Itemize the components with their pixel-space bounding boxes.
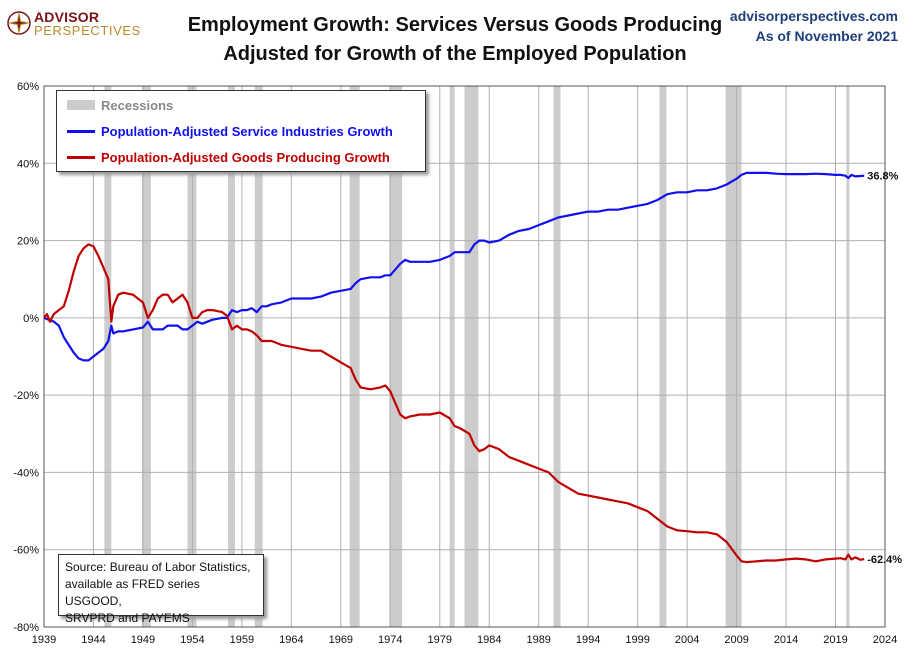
x-tick-label: 1989: [526, 634, 550, 646]
recession-band: [659, 86, 667, 627]
x-tick-label: 1999: [625, 634, 649, 646]
x-tick-label: 1954: [180, 634, 204, 646]
x-tick-label: 2004: [675, 634, 699, 646]
series-end-label: -62.4%: [867, 554, 902, 566]
chart-title: Employment Growth: Services Versus Goods…: [187, 14, 723, 36]
y-tick-label: -20%: [13, 390, 39, 402]
recession-band: [349, 86, 360, 627]
legend-label-goods: Population-Adjusted Goods Producing Grow…: [101, 149, 390, 165]
y-tick-label: -40%: [13, 467, 39, 479]
site-credit: advisorperspectives.com As of November 2…: [730, 6, 898, 46]
chart-subtitle: Adjusted for Growth of the Employed Popu…: [223, 43, 687, 65]
source-line-2: available as FRED series USGOOD,: [65, 577, 200, 608]
series-lines: [43, 171, 865, 564]
end-labels: 36.8% -62.4%: [867, 171, 902, 566]
compass-rose-icon: [7, 11, 31, 35]
recession-band: [141, 86, 151, 627]
x-tick-label: 1979: [428, 634, 452, 646]
service-line-swatch: [67, 129, 95, 133]
x-tick-label: 1939: [32, 634, 56, 646]
legend-label-service: Population-Adjusted Service Industries G…: [101, 123, 393, 139]
as-of-date: As of November 2021: [755, 28, 898, 44]
service-series-line: [43, 171, 865, 362]
x-tick-label: 2019: [823, 634, 847, 646]
series-end-label: 36.8%: [867, 171, 898, 183]
legend-label-recessions: Recessions: [101, 97, 174, 113]
y-tick-label: -80%: [13, 622, 39, 634]
legend-item-service: Population-Adjusted Service Industries G…: [67, 121, 393, 141]
x-tick-label: 1949: [131, 634, 155, 646]
logo-text-advisor: ADVISOR: [34, 9, 100, 25]
logo-text-perspectives: PERSPECTIVES: [34, 23, 141, 38]
x-tick-label: 2009: [724, 634, 748, 646]
recession-band: [449, 86, 455, 627]
source-line-1: Source: Bureau of Labor Statistics,: [65, 560, 251, 574]
recession-band: [553, 86, 561, 627]
recession-band: [464, 86, 479, 627]
plot-frame: [43, 85, 886, 628]
x-tick-label: 1964: [279, 634, 303, 646]
recession-band: [228, 86, 235, 627]
source-line-3: SRVPRD and PAYEMS: [65, 611, 190, 625]
legend: Recessions Population-Adjusted Service I…: [56, 90, 426, 172]
recession-band: [104, 86, 112, 627]
x-tick-label: 1994: [576, 634, 600, 646]
goods-line-swatch: [67, 155, 95, 159]
y-tick-label: 0%: [23, 313, 39, 325]
site-url[interactable]: advisorperspectives.com: [729, 8, 898, 24]
x-tick-label: 1969: [329, 634, 353, 646]
recession-band: [725, 86, 742, 627]
legend-item-recessions: Recessions: [67, 95, 173, 115]
recession-band: [846, 86, 850, 627]
y-tick-label: -60%: [13, 545, 39, 557]
x-tick-label: 1974: [378, 634, 402, 646]
x-tick-label: 2024: [873, 634, 897, 646]
x-tick-label: 1959: [230, 634, 254, 646]
source-note: Source: Bureau of Labor Statistics, avai…: [58, 554, 264, 625]
y-tick-label: 40%: [17, 158, 39, 170]
recession-band: [389, 86, 403, 627]
advisor-perspectives-logo: ADVISOR PERSPECTIVES: [6, 8, 156, 42]
recession-swatch: [67, 100, 95, 110]
x-tick-label: 2014: [774, 634, 798, 646]
legend-item-goods: Population-Adjusted Goods Producing Grow…: [67, 147, 390, 167]
axis-labels: 1939 1944 1949 1954 1959 1964 1969 1974 1979 1984…: [13, 81, 897, 646]
y-tick-label: 20%: [17, 236, 39, 248]
recession-band: [254, 86, 263, 627]
x-tick-label: 1984: [477, 634, 501, 646]
y-tick-label: 60%: [17, 81, 39, 93]
goods-series-line: [43, 243, 865, 564]
x-tick-label: 1944: [81, 634, 105, 646]
